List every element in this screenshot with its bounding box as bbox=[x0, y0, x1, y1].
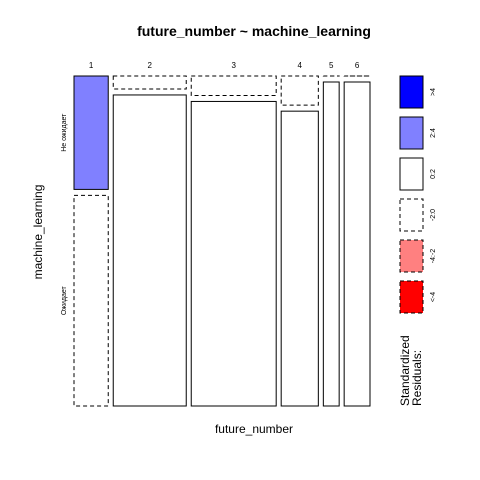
legend-label-5: <-4 bbox=[430, 292, 437, 302]
legend-swatch-4 bbox=[399, 239, 424, 273]
mosaic-cell-4-ne-ozhidaet bbox=[280, 75, 319, 106]
mosaic-cell-2-ne-ozhidaet bbox=[112, 75, 187, 90]
mosaic-cell-4-ozhidaet bbox=[280, 110, 319, 407]
mosaic-cell-3-ozhidaet bbox=[190, 100, 277, 407]
legend-label-0: >4 bbox=[430, 88, 437, 96]
x-tick-label-5: 5 bbox=[329, 61, 334, 70]
legend-label-4: -4:-2 bbox=[430, 249, 437, 264]
x-tick-label-3: 3 bbox=[231, 61, 236, 70]
legend-swatch-2 bbox=[399, 157, 424, 191]
x-tick-label-4: 4 bbox=[298, 61, 303, 70]
x-axis-label: future_number bbox=[215, 422, 293, 436]
mosaic-cell-3-ne-ozhidaet bbox=[190, 75, 277, 96]
legend-title-line2: Residuals: bbox=[410, 350, 424, 406]
y-category-label-1: Ожидает bbox=[61, 285, 68, 315]
legend-swatch-1 bbox=[399, 116, 424, 150]
legend-label-1: 2:4 bbox=[430, 128, 437, 138]
mosaic-cell-2-ozhidaet bbox=[112, 94, 187, 407]
x-tick-labels: 1 2 3 4 5 6 bbox=[89, 61, 360, 70]
x-tick-label-1: 1 bbox=[89, 61, 94, 70]
y-category-labels: Не ожидает Ожидает bbox=[61, 113, 68, 315]
x-tick-label-2: 2 bbox=[148, 61, 153, 70]
legend: >4 2:4 0:2 -2:0 -4:-2 <-4 bbox=[399, 75, 437, 314]
mosaic-cells bbox=[73, 75, 371, 407]
legend-title-line1: Standardized bbox=[398, 335, 412, 406]
y-category-label-0: Не ожидает bbox=[61, 113, 68, 152]
mosaic-cell-5-ozhidaet bbox=[322, 81, 340, 407]
mosaic-cell-6-ozhidaet bbox=[343, 81, 371, 407]
legend-swatch-0 bbox=[399, 75, 424, 109]
mosaic-cell-1-ne-ozhidaet bbox=[73, 75, 109, 190]
x-tick-label-6: 6 bbox=[355, 61, 360, 70]
legend-swatch-3 bbox=[399, 198, 424, 232]
chart-title: future_number ~ machine_learning bbox=[137, 23, 371, 39]
mosaic-cell-1-ozhidaet bbox=[73, 194, 109, 407]
legend-label-3: -2:0 bbox=[430, 209, 437, 221]
legend-label-2: 0:2 bbox=[430, 169, 437, 179]
legend-swatch-5 bbox=[399, 280, 424, 314]
y-axis-label: machine_learning bbox=[31, 185, 45, 280]
